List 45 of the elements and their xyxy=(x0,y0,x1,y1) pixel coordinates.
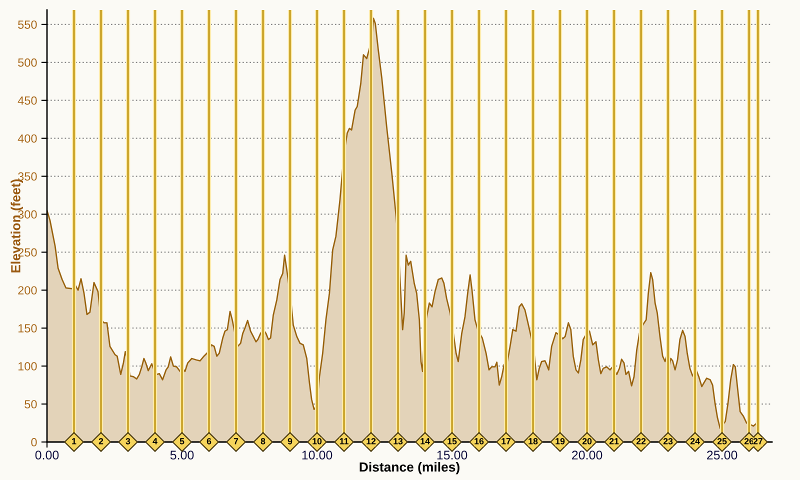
x-axis-title: Distance (miles) xyxy=(360,462,460,474)
ref-line-label: 13 xyxy=(394,438,403,444)
ref-line-label: 18 xyxy=(528,438,538,444)
y-tick-label: 150 xyxy=(18,324,37,333)
ref-line-label: 23 xyxy=(663,438,673,444)
x-tick-label: 0.00 xyxy=(35,450,59,460)
ref-line-label: 7 xyxy=(234,438,238,444)
y-tick-label: 500 xyxy=(18,58,37,67)
ref-line-label: 5 xyxy=(180,438,184,444)
y-tick-label: 50 xyxy=(24,400,37,408)
ref-line-label: 20 xyxy=(582,438,592,444)
ref-line-label: 4 xyxy=(152,438,158,444)
y-tick-label: 550 xyxy=(18,20,37,29)
x-tick-label: 25.00 xyxy=(707,450,738,460)
annotation: 27 xyxy=(753,438,763,444)
ref-line-label: 6 xyxy=(206,438,212,444)
ref-line-label: 12 xyxy=(366,438,376,444)
ref-line-label: 1 xyxy=(72,438,76,444)
ref-line-label: 22 xyxy=(636,438,646,444)
ref-line-label: 8 xyxy=(260,438,266,444)
ref-line-label: 15 xyxy=(448,438,457,444)
y-tick-label: 400 xyxy=(18,134,37,143)
ref-line-label: 14 xyxy=(420,438,430,444)
ref-line-label: 21 xyxy=(609,438,619,444)
ref-line-label: 24 xyxy=(690,438,700,444)
ref-line-label: 9 xyxy=(288,438,292,444)
y-tick-label: 100 xyxy=(18,362,37,370)
ref-line-label: 19 xyxy=(556,438,565,444)
x-tick-label: 20.00 xyxy=(572,450,602,460)
y-tick-label: 0 xyxy=(31,438,37,446)
ref-line-label: 11 xyxy=(340,438,348,444)
ref-line-label: 3 xyxy=(126,438,130,444)
x-tick-label: 15.00 xyxy=(437,450,468,460)
y-tick-label: 300 xyxy=(18,210,37,219)
ref-line-label: 2 xyxy=(98,438,104,444)
ref-line-label: 16 xyxy=(474,438,484,444)
ref-line-label: 26 xyxy=(744,438,754,444)
y-tick-label: 450 xyxy=(18,96,37,105)
ref-line-label: 10 xyxy=(312,438,322,444)
ref-line-label: 17 xyxy=(502,438,511,444)
y-tick-label: 350 xyxy=(18,172,37,181)
x-tick-label: 10.00 xyxy=(302,450,332,460)
ref-line-label: 25 xyxy=(717,438,727,444)
x-tick-label: 5.00 xyxy=(170,450,194,460)
y-tick-label: 200 xyxy=(18,286,37,295)
